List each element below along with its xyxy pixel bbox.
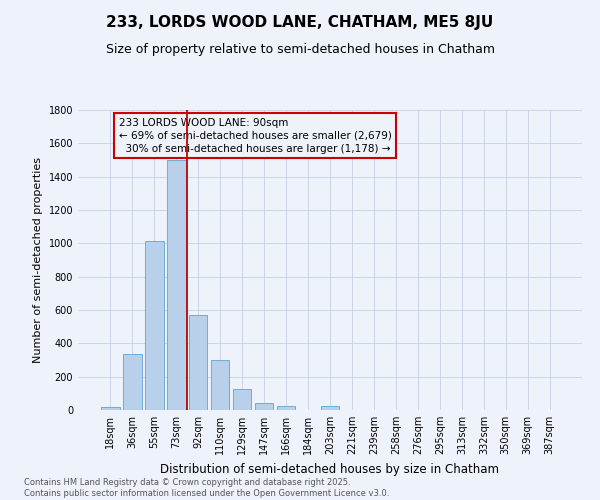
Bar [101, 406, 119, 410]
Text: Size of property relative to semi-detached houses in Chatham: Size of property relative to semi-detach… [106, 42, 494, 56]
Bar [211, 360, 229, 410]
Text: Contains HM Land Registry data © Crown copyright and database right 2025.
Contai: Contains HM Land Registry data © Crown c… [24, 478, 389, 498]
Bar [189, 315, 208, 410]
Bar [145, 241, 164, 410]
Bar [123, 354, 142, 410]
Bar [320, 406, 340, 410]
Text: 233 LORDS WOOD LANE: 90sqm
← 69% of semi-detached houses are smaller (2,679)
  3: 233 LORDS WOOD LANE: 90sqm ← 69% of semi… [119, 118, 391, 154]
Bar [255, 402, 274, 410]
Bar [167, 160, 185, 410]
Bar [277, 406, 295, 410]
Y-axis label: Number of semi-detached properties: Number of semi-detached properties [33, 157, 43, 363]
X-axis label: Distribution of semi-detached houses by size in Chatham: Distribution of semi-detached houses by … [161, 462, 499, 475]
Bar [233, 389, 251, 410]
Text: 233, LORDS WOOD LANE, CHATHAM, ME5 8JU: 233, LORDS WOOD LANE, CHATHAM, ME5 8JU [106, 15, 494, 30]
